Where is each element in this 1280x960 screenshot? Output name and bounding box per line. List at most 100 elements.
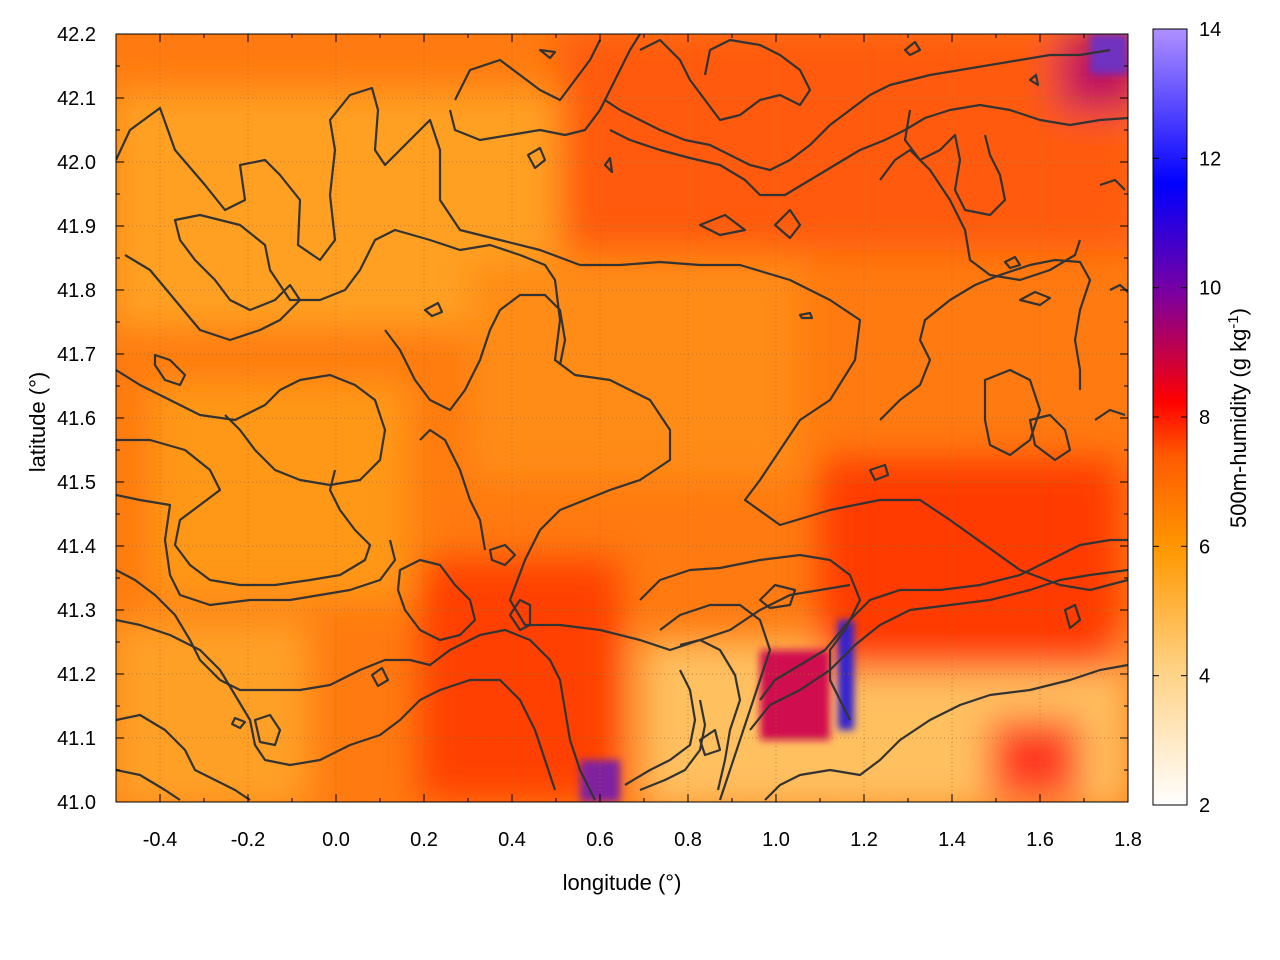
contour-line (488, 543, 517, 567)
contour-line (116, 768, 181, 801)
contour-line (624, 669, 697, 786)
contour-lines (116, 34, 1128, 801)
y-tick-label: 41.2 (57, 664, 96, 686)
south-moist-spot (990, 720, 1080, 800)
x-tick-label: 0.4 (498, 829, 526, 851)
y-tick-label: 42.1 (57, 88, 96, 110)
contour-line (903, 40, 922, 57)
y-tick-label: 41.5 (57, 472, 96, 494)
contour-line (1094, 408, 1126, 421)
colorbar-tick-label: 2 (1199, 795, 1210, 817)
contour-line (153, 353, 187, 387)
central-plain (470, 260, 800, 480)
x-tick-label: -0.2 (231, 829, 265, 851)
contour-line (639, 553, 862, 721)
contour-line (253, 713, 282, 747)
contour-line (116, 86, 1128, 592)
contour-line (759, 538, 1128, 701)
contour-line (116, 569, 596, 801)
y-axis: 41.0 41.1 41.2 41.3 41.4 41.5 41.6 41.7 41.8 41.9… (57, 24, 1128, 814)
contour-line (1063, 603, 1082, 630)
contour-line (419, 428, 487, 551)
contour-line (749, 568, 1128, 731)
contour-line (116, 713, 251, 801)
contour-line (396, 558, 477, 642)
contour-line (526, 146, 547, 170)
y-tick-label: 42.2 (57, 24, 96, 46)
contour-line (116, 493, 397, 607)
northeast-moist-band (560, 34, 1128, 250)
contour-line (116, 438, 372, 587)
contour-line (983, 368, 1042, 457)
contour-line (116, 369, 387, 487)
contour-line (879, 258, 1092, 421)
colorbar-tick-label: 6 (1199, 536, 1210, 558)
y-tick-label: 41.9 (57, 216, 96, 238)
colorbar-tick-label: 10 (1199, 278, 1221, 300)
y-axis-title: latitude (°) (25, 372, 50, 473)
x-tick-label: 1.4 (938, 829, 966, 851)
contour-line (1028, 413, 1072, 462)
contour-line (508, 598, 532, 632)
contour-line (230, 716, 247, 730)
corner-maximum-core (1090, 34, 1128, 74)
contour-line (124, 213, 851, 652)
contour-line (384, 293, 567, 412)
x-tick-label: 0.6 (586, 829, 614, 851)
x-tick-label: 0.2 (410, 829, 438, 851)
contour-line (879, 148, 1082, 282)
contour-line (1003, 255, 1022, 270)
streak-cluster-1-0 (760, 650, 830, 740)
y-tick-label: 42.0 (57, 152, 96, 174)
colorbar-tick-label: 12 (1199, 148, 1221, 170)
y-tick-label: 41.7 (57, 344, 96, 366)
colorbar-title-superscript: -1 (1225, 315, 1242, 328)
colorbar-tick-label: 14 (1199, 19, 1221, 41)
contour-line (868, 463, 890, 482)
contour-line (764, 663, 1128, 801)
colorbar-title-end: ) (1226, 308, 1251, 315)
x-tick-label: 1.6 (1026, 829, 1054, 851)
contour-line (454, 39, 601, 102)
contour-line (423, 301, 444, 318)
colorbar-title: 500m-humidity (g kg-1) (1225, 308, 1251, 528)
contour-line (609, 103, 1128, 197)
x-tick-label: 0.0 (322, 829, 350, 851)
southeast-moist-streaks (820, 460, 1120, 670)
x-axis-title: longitude (°) (563, 870, 682, 895)
y-tick-label: 41.6 (57, 408, 96, 430)
y-tick-label: 41.8 (57, 280, 96, 302)
y-tick-label: 41.4 (57, 536, 96, 558)
contour-line (639, 38, 812, 122)
contour-line (698, 213, 747, 237)
southwest-dry-area (116, 620, 310, 802)
west-central-dry-patch (150, 380, 410, 600)
contour-line (1018, 290, 1052, 307)
contour-line (639, 699, 707, 792)
colorbar-axis: 2 4 6 8 10 12 14 (1153, 19, 1221, 817)
x-tick-label: 1.2 (850, 829, 878, 851)
colorbar-tick-label: 4 (1199, 666, 1210, 688)
contour-line (116, 618, 557, 791)
contour-line (538, 48, 557, 60)
contour-line (603, 156, 614, 174)
contour-line (659, 603, 772, 801)
contour-line (679, 638, 742, 791)
contour-line (370, 666, 390, 688)
contour-line (1099, 178, 1126, 191)
x-tick-label: 1.8 (1114, 829, 1142, 851)
y-tick-label: 41.0 (57, 792, 96, 814)
x-axis: -0.4 -0.2 0.0 0.2 0.4 0.6 0.8 1.0 1.2 1.4 1.6 1.8 (115, 34, 1142, 851)
contour-line (773, 208, 802, 240)
contour-line (604, 48, 1111, 172)
contour-line (448, 34, 641, 142)
x-tick-label: 0.8 (674, 829, 702, 851)
contour-line (758, 583, 797, 610)
contour-line (1028, 73, 1040, 87)
contour-line (698, 728, 722, 757)
contour-line (798, 311, 814, 320)
x-tick-label: -0.4 (143, 829, 177, 851)
y-tick-label: 41.1 (57, 728, 96, 750)
dotted-grid (116, 34, 1128, 802)
